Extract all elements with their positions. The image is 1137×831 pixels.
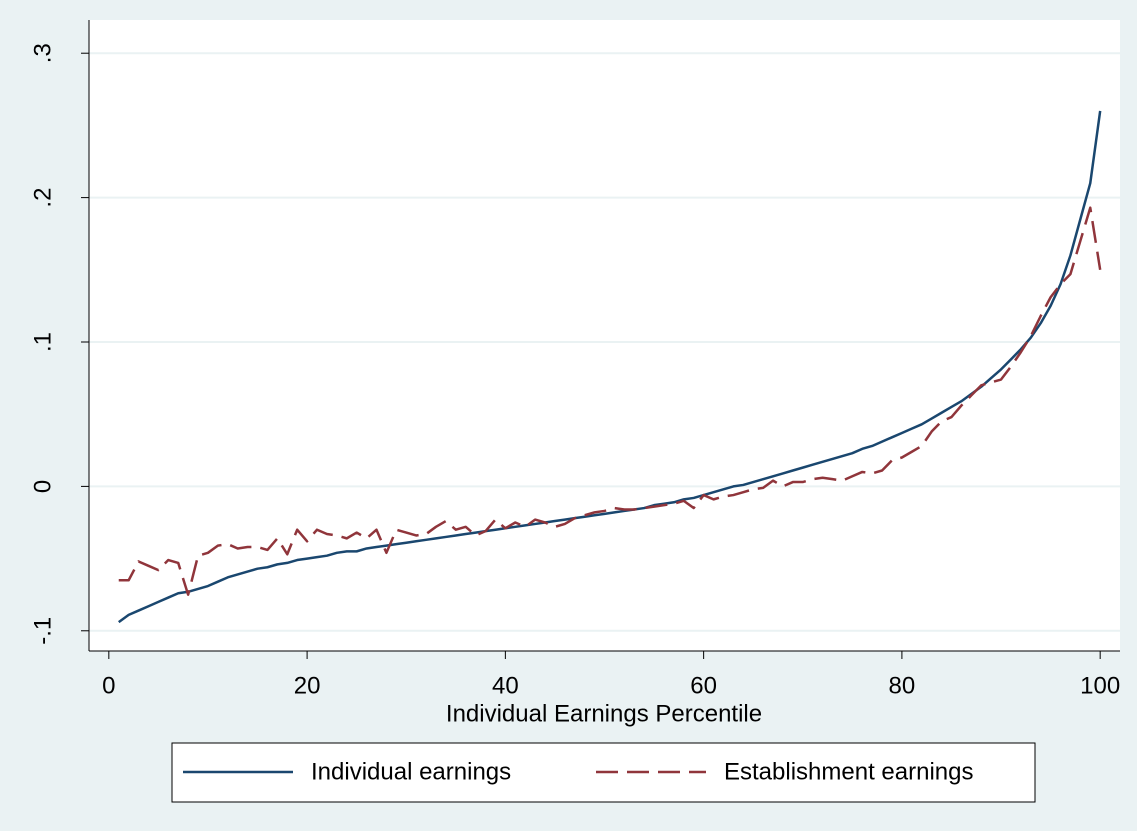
y-tick-label: 0 xyxy=(29,480,56,493)
x-tick-label: 60 xyxy=(690,672,717,699)
series-line xyxy=(118,110,1102,624)
x-tick-label: 80 xyxy=(889,672,916,699)
y-tick-label: .3 xyxy=(29,43,56,63)
x-axis-title: Individual Earnings Percentile xyxy=(446,700,762,727)
legend-label: Individual earnings xyxy=(311,758,511,785)
y-tick-label: .1 xyxy=(29,332,56,352)
legend-label: Establishment earnings xyxy=(724,758,973,785)
y-tick-label: -.1 xyxy=(29,617,56,645)
y-tick-label: .2 xyxy=(29,188,56,208)
x-tick-label: 40 xyxy=(492,672,519,699)
x-tick-label: 100 xyxy=(1080,672,1120,699)
x-tick-label: 20 xyxy=(294,672,321,699)
x-tick-label: 0 xyxy=(102,672,115,699)
plot-area xyxy=(89,20,1120,651)
series-line xyxy=(118,206,1102,596)
